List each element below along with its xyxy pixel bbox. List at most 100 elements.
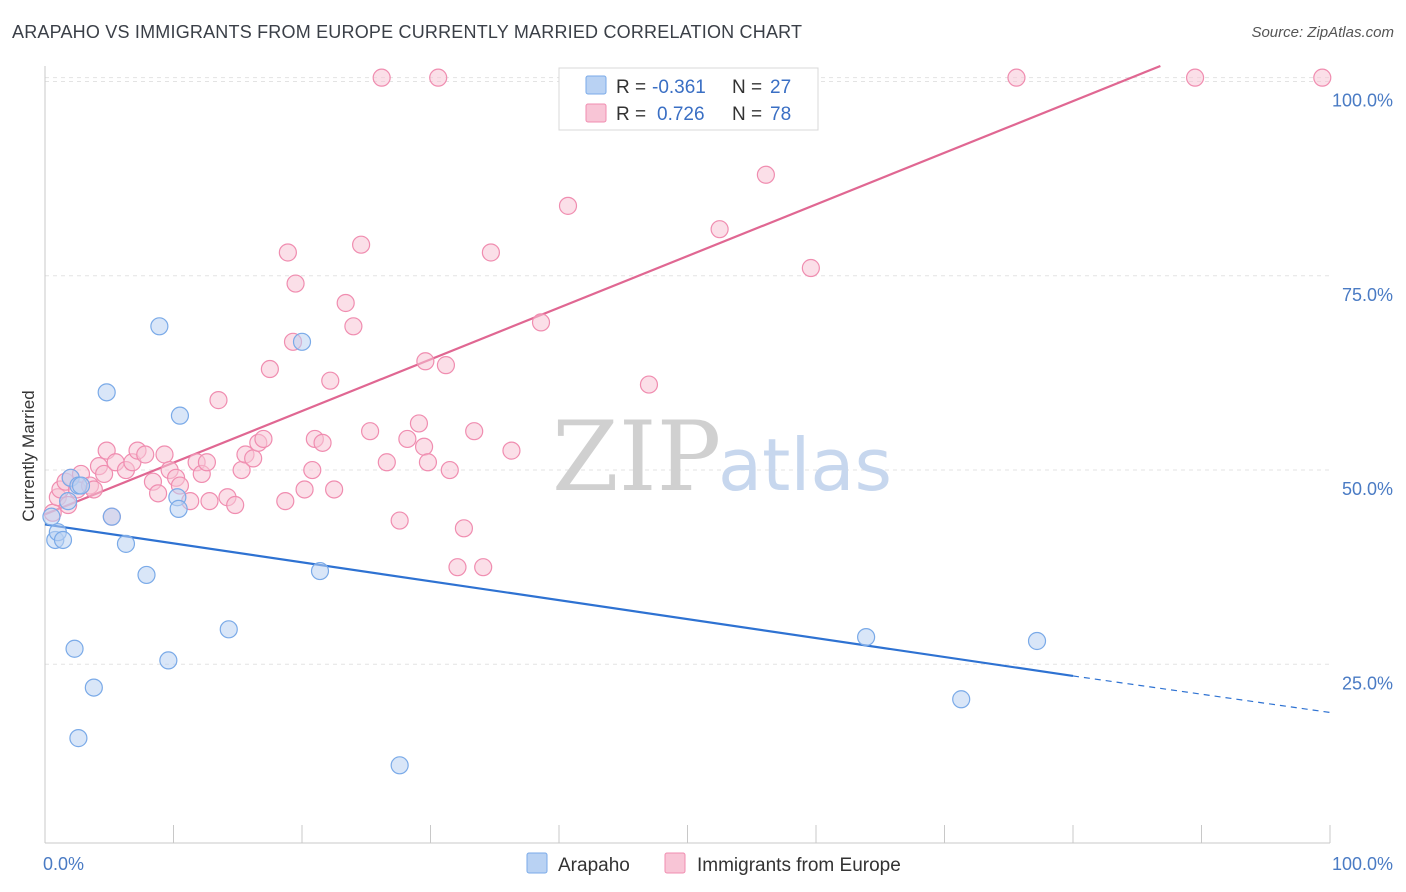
europe-point-65 [465,422,484,441]
europe-point-58 [414,437,434,456]
x-tick-label-1: 100.0% [1332,854,1393,874]
legend-r-value-2: 0.726 [657,104,705,125]
axes [44,66,1331,844]
europe-point-64 [454,519,474,538]
y-tick-label-3: 100.0% [1332,91,1393,111]
legend-r-label-1: R = [616,77,646,98]
legend-r-label-2: R = [616,104,646,125]
arapaho-point-22 [310,561,330,581]
europe-point-11 [95,464,114,484]
y-tick-label-2: 75.0% [1342,285,1393,305]
europe-point-30 [209,391,228,410]
arapaho-point-6 [65,639,84,658]
europe-point-21 [155,445,174,464]
arapaho-point-12 [102,507,121,526]
europe-point-51 [352,235,371,254]
arapaho-point-24 [857,627,876,647]
arapaho-point-10 [69,729,88,748]
europe-point-53 [372,68,391,87]
europe-point-32 [226,495,245,515]
series-swatch-europe [664,852,686,874]
legend-n-label-2: N = [732,104,762,125]
arapaho-point-21 [292,332,312,351]
arapaho-point-15 [150,317,169,336]
europe-point-66 [448,558,467,577]
legend-swatch-europe [585,103,607,123]
legend-n-value-1: 27 [770,77,791,98]
europe-point-48 [325,480,344,499]
legend-n-label-1: N = [732,77,762,98]
trend-line-arapaho-extension [1072,675,1331,714]
europe-point-46 [313,433,332,452]
europe-point-20 [148,484,168,503]
correlation-legend: R = -0.361 N = 27 R = 0.726 N = 78 [558,67,819,131]
europe-point-76 [1007,68,1026,87]
source-label: Source: ZipAtlas.com [1251,24,1394,41]
trend-lines [44,64,1331,714]
europe-point-57 [409,414,429,433]
y-tick-label-1: 50.0% [1342,479,1393,499]
europe-point-40 [278,243,297,262]
arapaho-point-14 [137,565,156,585]
arapaho-point-11 [97,383,116,402]
europe-point-43 [295,480,314,499]
series-label-arapaho: Arapaho [558,855,630,876]
europe-point-72 [639,375,659,394]
legend-r-value-1: -0.361 [652,77,706,98]
europe-point-73 [710,220,729,239]
europe-point-35 [244,449,263,468]
arapaho-point-4 [59,492,78,511]
y-axis-label: Currently Married [19,390,38,521]
arapaho-point-9 [84,678,103,697]
arapaho-point-0 [42,507,61,526]
arapaho-point-26 [1027,631,1047,651]
watermark-zip: ZIP [552,401,721,513]
chart-title: ARAPAHO VS IMMIGRANTS FROM EUROPE CURREN… [12,22,803,42]
europe-point-56 [398,429,417,449]
europe-point-71 [558,196,578,215]
europe-point-63 [440,460,459,480]
data-points [42,68,1332,775]
series-label-europe: Immigrants from Europe [697,855,901,876]
watermark: ZIP atlas [552,401,892,513]
arapaho-point-8 [71,476,91,495]
arapaho-point-3 [53,530,73,550]
europe-point-55 [390,511,409,530]
watermark-atlas: atlas [718,423,892,507]
europe-point-37 [254,429,273,449]
trend-line-europe [44,64,1161,516]
trend-line-arapaho [44,523,1074,678]
europe-point-49 [336,293,355,313]
series-legend: Arapaho Immigrants from Europe [526,852,901,876]
europe-point-60 [418,453,438,472]
europe-point-18 [136,445,155,464]
arapaho-point-16 [159,651,178,670]
europe-point-62 [436,356,456,375]
arapaho-point-18 [169,499,188,518]
europe-point-67 [474,558,493,577]
x-tick-labels: 0.0% 100.0% [43,854,1393,874]
europe-point-38 [260,359,279,379]
europe-point-70 [531,313,551,332]
europe-point-44 [303,460,322,480]
europe-point-39 [276,492,295,511]
arapaho-point-23 [390,756,409,775]
arapaho-point-19 [170,406,190,425]
y-tick-label-0: 25.0% [1342,673,1393,693]
arapaho-point-13 [116,534,136,553]
series-swatch-arapaho [526,852,548,874]
grid-lines [45,77,1330,665]
arapaho-point-20 [219,620,238,639]
europe-point-52 [361,422,380,441]
europe-point-69 [502,441,521,460]
x-tick-label-0: 0.0% [43,854,84,874]
europe-point-28 [197,453,217,472]
europe-point-47 [321,371,340,390]
legend-n-value-2: 78 [770,104,791,125]
europe-point-74 [756,165,775,184]
europe-point-29 [200,492,219,511]
europe-point-61 [429,68,448,87]
europe-point-68 [481,243,500,262]
legend-swatch-arapaho [585,75,607,95]
